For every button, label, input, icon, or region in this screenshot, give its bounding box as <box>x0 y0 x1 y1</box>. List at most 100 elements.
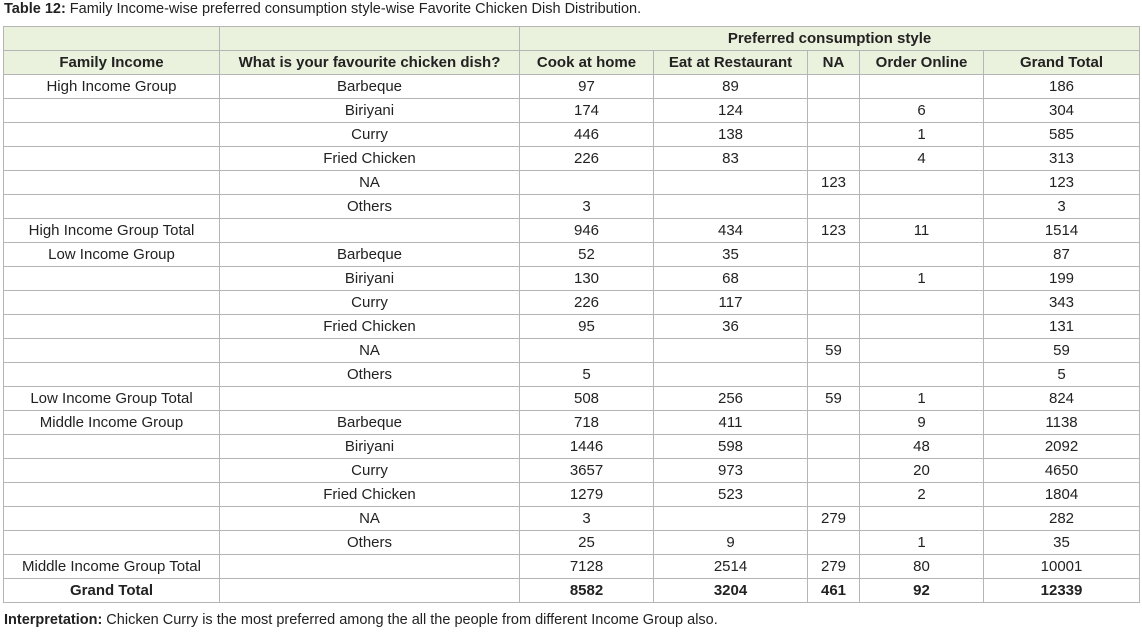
eat-at-restaurant-cell: 434 <box>653 218 808 243</box>
family-income-cell <box>3 338 220 363</box>
table-body: Preferred consumption style Family Incom… <box>3 26 1141 603</box>
table-row: Curry 446 138 1 585 <box>3 122 1141 147</box>
column-header-order-online: Order Online <box>859 50 984 75</box>
dish-cell: Curry <box>219 458 520 483</box>
eat-at-restaurant-cell: 973 <box>653 458 808 483</box>
table-row: Middle Income Group Total 7128 2514 279 80 10… <box>3 554 1141 579</box>
grand-total-cell: 2092 <box>982 434 1141 459</box>
grand-total-cell: 59 <box>982 338 1141 363</box>
eat-at-restaurant-cell: 138 <box>653 122 808 147</box>
cook-at-home-cell: 718 <box>519 410 654 435</box>
family-income-cell <box>3 98 220 123</box>
order-online-cell <box>859 170 984 195</box>
na-cell <box>807 530 860 555</box>
dish-cell: Biriyani <box>219 266 520 291</box>
order-online-cell: 20 <box>859 458 984 483</box>
grand-total-cell: 1804 <box>982 482 1141 507</box>
family-income-cell <box>3 122 220 147</box>
column-header-cook-at-home: Cook at home <box>519 50 654 75</box>
dish-cell: NA <box>219 506 520 531</box>
dish-cell <box>219 386 520 411</box>
cook-at-home-cell: 95 <box>519 314 654 339</box>
eat-at-restaurant-cell <box>653 170 808 195</box>
na-cell <box>807 122 860 147</box>
eat-at-restaurant-cell: 124 <box>653 98 808 123</box>
na-cell <box>807 434 860 459</box>
na-cell <box>807 458 860 483</box>
grand-total-cell: 1514 <box>982 218 1141 243</box>
table-row: NA 3 279 282 <box>3 506 1141 531</box>
cook-at-home-cell: 446 <box>519 122 654 147</box>
dish-cell: Others <box>219 194 520 219</box>
dish-cell <box>219 554 520 579</box>
cook-at-home-cell: 3657 <box>519 458 654 483</box>
cook-at-home-cell: 946 <box>519 218 654 243</box>
na-cell <box>807 314 860 339</box>
grand-total-cell: 5 <box>982 362 1141 387</box>
grand-total-cell: 1138 <box>982 410 1141 435</box>
table-caption: Table 12: Family Income-wise preferred c… <box>4 0 641 20</box>
dish-cell: Barbeque <box>219 74 520 99</box>
cook-at-home-cell: 226 <box>519 146 654 171</box>
eat-at-restaurant-cell: 9 <box>653 530 808 555</box>
dish-cell: Fried Chicken <box>219 314 520 339</box>
cook-at-home-cell: 226 <box>519 290 654 315</box>
na-cell <box>807 410 860 435</box>
eat-at-restaurant-cell <box>653 338 808 363</box>
cook-at-home-cell: 508 <box>519 386 654 411</box>
cook-at-home-cell: 1446 <box>519 434 654 459</box>
cook-at-home-cell <box>519 170 654 195</box>
family-income-cell: Low Income Group Total <box>3 386 220 411</box>
eat-at-restaurant-cell: 3204 <box>653 578 808 603</box>
dish-cell: Others <box>219 530 520 555</box>
group-header-empty-cell <box>3 26 220 51</box>
table-row: Fried Chicken 226 83 4 313 <box>3 146 1141 171</box>
distribution-table: Preferred consumption style Family Incom… <box>3 26 1141 603</box>
family-income-cell <box>3 506 220 531</box>
family-income-cell <box>3 458 220 483</box>
eat-at-restaurant-cell: 89 <box>653 74 808 99</box>
table-row: NA 123 123 <box>3 170 1141 195</box>
order-online-cell <box>859 338 984 363</box>
grand-total-cell: 824 <box>982 386 1141 411</box>
caption-label: Table 12: <box>4 1 66 17</box>
grand-total-cell: 12339 <box>982 578 1141 603</box>
family-income-cell: Middle Income Group <box>3 410 220 435</box>
grand-total-cell: 87 <box>982 242 1141 267</box>
family-income-cell <box>3 290 220 315</box>
column-header-eat-at-restaurant: Eat at Restaurant <box>653 50 808 75</box>
order-online-cell: 4 <box>859 146 984 171</box>
cook-at-home-cell: 52 <box>519 242 654 267</box>
eat-at-restaurant-cell: 411 <box>653 410 808 435</box>
grand-total-cell: 186 <box>982 74 1141 99</box>
dish-cell: Fried Chicken <box>219 146 520 171</box>
cook-at-home-cell <box>519 338 654 363</box>
na-cell <box>807 146 860 171</box>
cook-at-home-cell: 3 <box>519 194 654 219</box>
eat-at-restaurant-cell: 68 <box>653 266 808 291</box>
family-income-cell <box>3 194 220 219</box>
order-online-cell: 92 <box>859 578 984 603</box>
table-row: Curry 226 117 343 <box>3 290 1141 315</box>
table-row: Biriyani 130 68 1 199 <box>3 266 1141 291</box>
table-row: Low Income Group Barbeque 52 35 87 <box>3 242 1141 267</box>
eat-at-restaurant-cell <box>653 194 808 219</box>
table-row: Biriyani 1446 598 48 2092 <box>3 434 1141 459</box>
dish-cell: Barbeque <box>219 242 520 267</box>
grand-total-cell: 35 <box>982 530 1141 555</box>
na-cell <box>807 98 860 123</box>
order-online-cell: 1 <box>859 530 984 555</box>
na-cell: 279 <box>807 506 860 531</box>
cook-at-home-cell: 5 <box>519 362 654 387</box>
na-cell: 59 <box>807 386 860 411</box>
interpretation-text: Chicken Curry is the most preferred amon… <box>102 612 718 628</box>
family-income-cell <box>3 482 220 507</box>
family-income-cell: Middle Income Group Total <box>3 554 220 579</box>
cook-at-home-cell: 7128 <box>519 554 654 579</box>
order-online-cell: 11 <box>859 218 984 243</box>
dish-cell: Curry <box>219 290 520 315</box>
order-online-cell: 1 <box>859 122 984 147</box>
grand-total-cell: 282 <box>982 506 1141 531</box>
eat-at-restaurant-cell: 36 <box>653 314 808 339</box>
grand-total-cell: 123 <box>982 170 1141 195</box>
